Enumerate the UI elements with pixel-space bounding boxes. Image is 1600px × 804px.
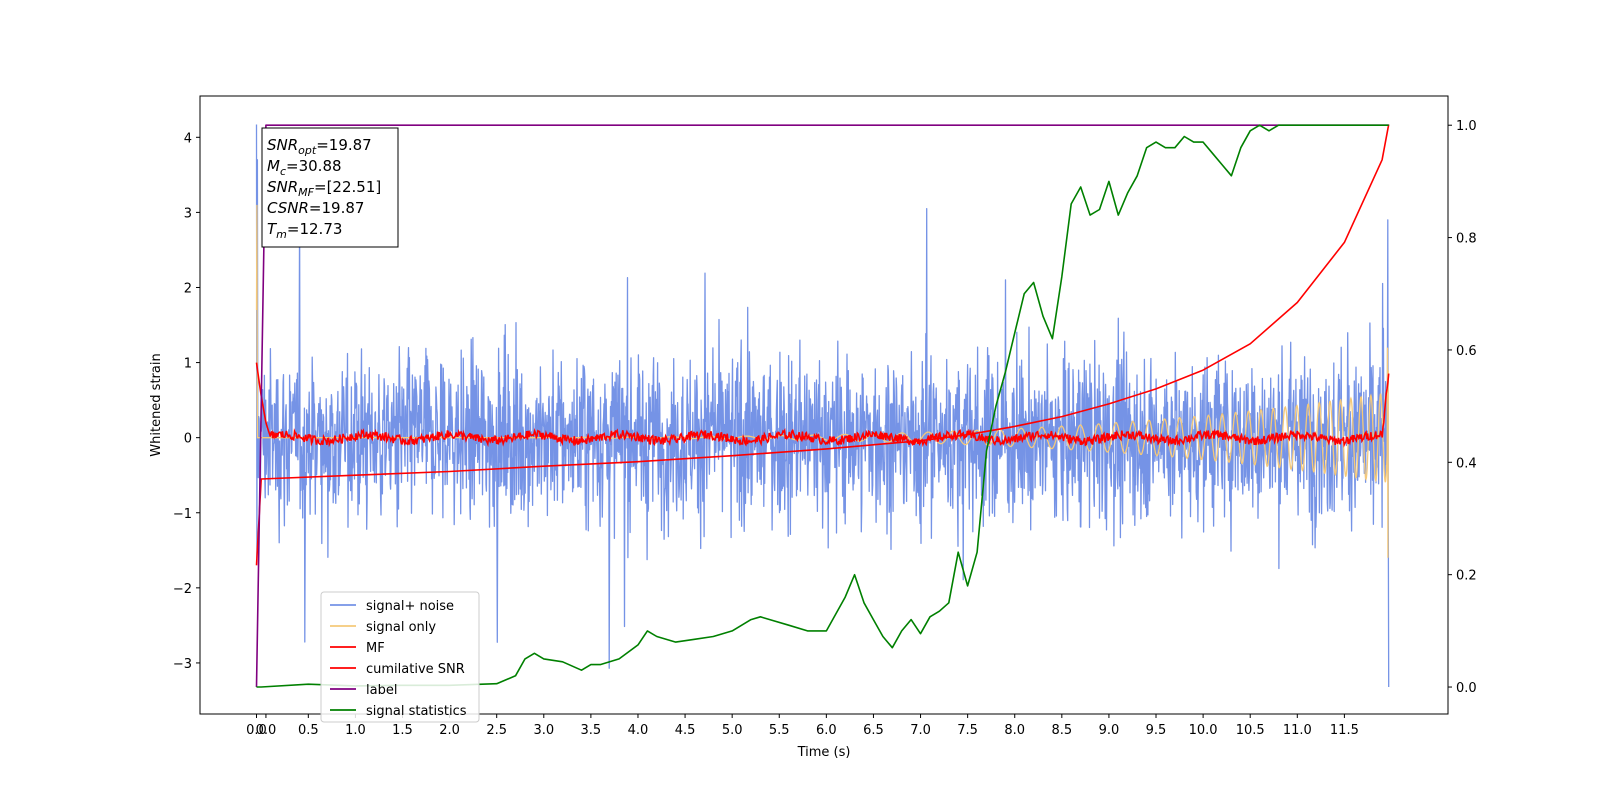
x-tick-label: 0.0 <box>246 723 267 738</box>
x-tick-label: 9.0 <box>1099 723 1120 738</box>
legend: signal+ noise signal only MF cumilative SNR… <box>320 591 480 723</box>
annotation-frame <box>261 127 399 248</box>
x-tick-label: 10.0 <box>1189 723 1218 738</box>
plot-frame <box>199 95 1449 715</box>
series-mf-line <box>255 362 1390 448</box>
x-tick-label: 6.5 <box>863 723 884 738</box>
x-tick-label: 3.5 <box>581 723 602 738</box>
x-tick-label: 6.0 <box>816 723 837 738</box>
annotation-line: SNRMF=[22.51] <box>267 178 381 199</box>
x-tick-label: 10.5 <box>1236 723 1265 738</box>
x-tick-label: 4.5 <box>675 723 696 738</box>
x-tick-label: 9.5 <box>1146 723 1167 738</box>
annotation-line: CSNR=19.87 <box>267 199 364 217</box>
x-axis-label: Time (s) <box>797 745 851 760</box>
y-left-tick-label: 4 <box>184 131 192 146</box>
x-tick-label: 4.0 <box>628 723 649 738</box>
y-right-tick-label: 0.0 <box>1456 681 1477 696</box>
y-left-tick-label: 1 <box>184 357 192 372</box>
annotation-box: SNRopt=19.87Mc=30.88SNRMF=[22.51]CSNR=19… <box>261 127 399 248</box>
legend-label: signal+ noise <box>366 599 454 614</box>
x-tick-label: 1.5 <box>392 723 413 738</box>
y-left-tick-label: −1 <box>173 507 192 522</box>
x-tick-label: 7.5 <box>957 723 978 738</box>
annotation-line: Tm=12.73 <box>267 220 342 241</box>
y-right-tick-label: 1.0 <box>1456 119 1477 134</box>
y-axis-label: Whitened strain <box>149 353 164 456</box>
y-left-tick-label: 2 <box>184 281 192 296</box>
y-right-tick-label: 0.2 <box>1456 569 1477 584</box>
x-tick-label: 0.5 <box>298 723 319 738</box>
legend-label: signal only <box>366 620 436 635</box>
x-tick-label: 8.5 <box>1051 723 1072 738</box>
series-label-line <box>255 124 1389 688</box>
legend-label: signal statistics <box>366 704 467 719</box>
y-left-tick-label: −2 <box>173 582 192 597</box>
annotation-line: SNRopt=19.87 <box>267 136 372 157</box>
x-tick-label: 11.5 <box>1330 723 1359 738</box>
x-tick-label: 11.0 <box>1283 723 1312 738</box>
y-right-tick-label: 0.8 <box>1456 232 1477 247</box>
legend-label: cumilative SNR <box>366 662 465 677</box>
legend-label: MF <box>366 641 385 656</box>
x-tick-label: 5.5 <box>769 723 790 738</box>
y-axis-left: −3 −2 −1 0 1 2 3 4 <box>173 131 200 672</box>
y-axis-right: 0.0 0.2 0.4 0.6 0.8 1.0 <box>1448 119 1477 696</box>
x-tick-label: 8.0 <box>1004 723 1025 738</box>
x-tick-label: 3.0 <box>533 723 554 738</box>
x-tick-label: 5.0 <box>722 723 743 738</box>
legend-frame <box>320 591 480 723</box>
x-axis: 0.00.0 0.5 1.0 1.5 2.0 2.5 3.0 3.5 4.0 4.5 5.0 5.5 6… <box>246 714 1359 738</box>
series-layer <box>255 124 1390 688</box>
x-tick-label: 1.0 <box>345 723 366 738</box>
y-left-tick-label: 0 <box>184 432 192 447</box>
legend-label: label <box>366 683 397 698</box>
x-tick-label: 0.0 <box>256 723 277 738</box>
series-signal-statistics-line <box>256 124 1389 688</box>
x-tick-label: 2.5 <box>486 723 507 738</box>
y-right-tick-label: 0.6 <box>1456 344 1477 359</box>
y-left-tick-label: 3 <box>184 206 192 221</box>
y-left-tick-label: −3 <box>173 657 192 672</box>
y-right-tick-label: 0.4 <box>1456 456 1477 471</box>
annotation-line: Mc=30.88 <box>267 157 342 178</box>
x-tick-label: 2.0 <box>439 723 460 738</box>
x-tick-label: 7.0 <box>910 723 931 738</box>
